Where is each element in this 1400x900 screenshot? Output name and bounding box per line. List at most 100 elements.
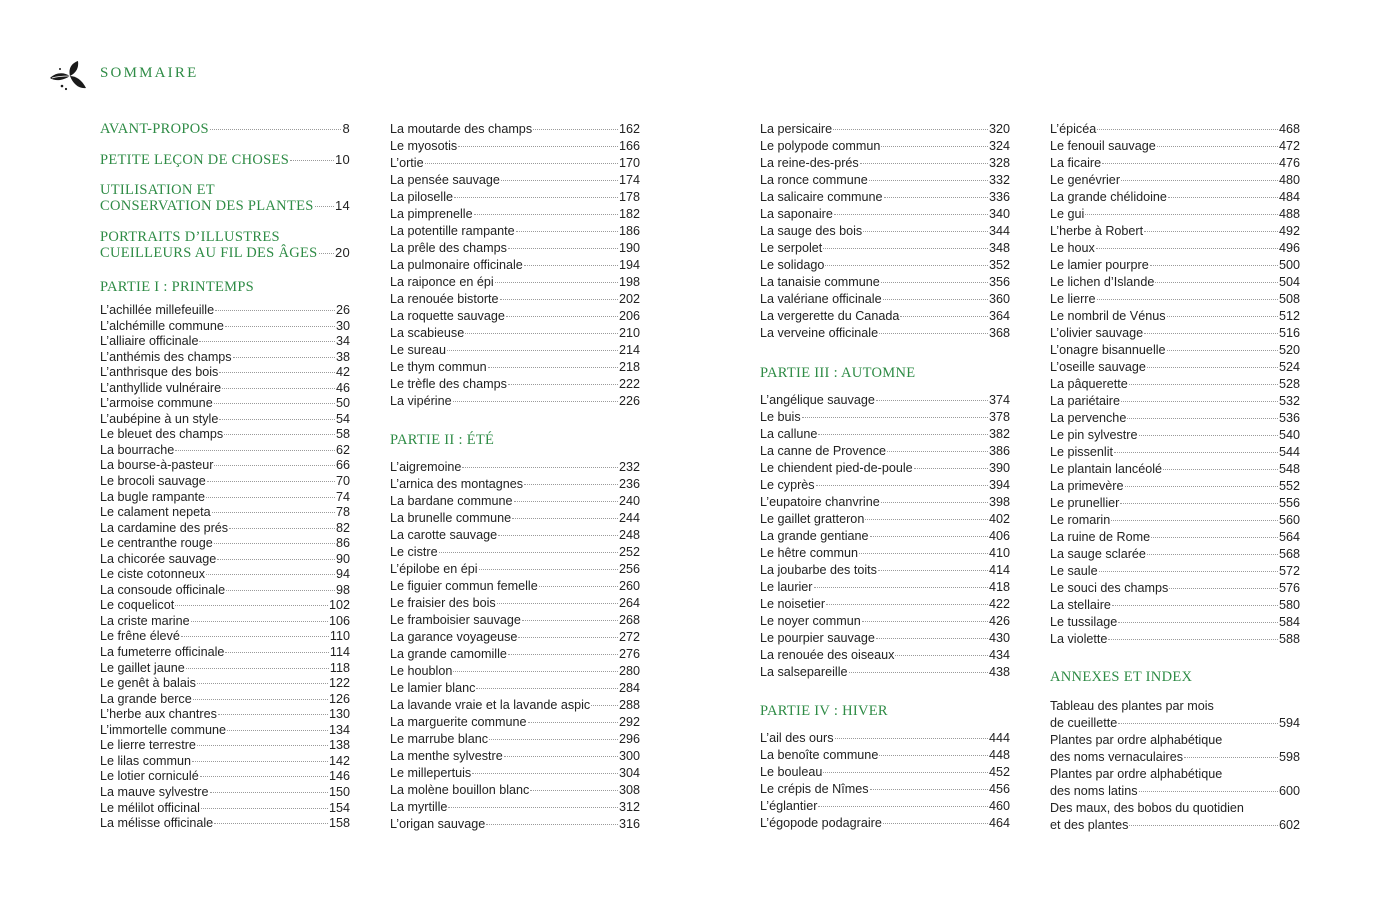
toc-entry[interactable]: L’immortelle commune 134 (100, 723, 350, 739)
toc-entry[interactable]: Le pin sylvestre 540 (1050, 427, 1300, 444)
toc-entry[interactable]: La ficaire 476 (1050, 155, 1300, 172)
toc-entry[interactable]: La pâquerette 528 (1050, 376, 1300, 393)
toc-entry[interactable]: La prêle des champs 190 (390, 240, 640, 257)
toc-entry[interactable]: L’aigremoine 232 (390, 459, 640, 476)
toc-entry[interactable]: La vipérine 226 (390, 393, 640, 410)
toc-entry[interactable]: Le marrube blanc 296 (390, 731, 640, 748)
toc-entry[interactable]: L’oseille sauvage 524 (1050, 359, 1300, 376)
toc-entry[interactable]: Le sureau 214 (390, 342, 640, 359)
toc-entry[interactable]: La piloselle 178 (390, 189, 640, 206)
toc-entry[interactable]: L’origan sauvage 316 (390, 816, 640, 833)
toc-entry[interactable]: Le calament nepeta 78 (100, 505, 350, 521)
toc-entry[interactable]: L’alchémille commune 30 (100, 319, 350, 335)
toc-entry[interactable]: La salicaire commune 336 (760, 189, 1010, 206)
toc-entry[interactable]: L’olivier sauvage 516 (1050, 325, 1300, 342)
toc-entry[interactable]: La pimprenelle 182 (390, 206, 640, 223)
toc-entry[interactable]: AVANT-PROPOS 8 (100, 121, 350, 137)
toc-entry[interactable]: Le lierre 508 (1050, 291, 1300, 308)
toc-entry[interactable]: La bourrache 62 (100, 443, 350, 459)
toc-entry[interactable]: Le coquelicot 102 (100, 598, 350, 614)
toc-entry[interactable]: Le tussilage 584 (1050, 614, 1300, 631)
toc-entry[interactable]: Le fraisier des bois 264 (390, 595, 640, 612)
toc-entry[interactable]: La mauve sylvestre 150 (100, 785, 350, 801)
toc-entry[interactable]: L’angélique sauvage 374 (760, 392, 1010, 409)
toc-entry[interactable]: Plantes par ordre alphabétique des noms l… (1050, 766, 1300, 800)
toc-entry[interactable]: La mélisse officinale 158 (100, 816, 350, 832)
toc-entry[interactable]: Le brocoli sauvage 70 (100, 474, 350, 490)
toc-entry[interactable]: La bardane commune 240 (390, 493, 640, 510)
toc-entry[interactable]: PETITE LEÇON DE CHOSES 10 (100, 152, 350, 168)
toc-entry[interactable]: La marguerite commune 292 (390, 714, 640, 731)
toc-entry[interactable]: Le gaillet gratteron 402 (760, 511, 1010, 528)
toc-entry[interactable]: L’onagre bisannuelle 520 (1050, 342, 1300, 359)
toc-entry[interactable]: Le cyprès 394 (760, 477, 1010, 494)
toc-entry[interactable]: Le genêt à balais 122 (100, 676, 350, 692)
toc-entry[interactable]: La bugle rampante 74 (100, 490, 350, 506)
toc-entry[interactable]: Le figuier commun femelle 260 (390, 578, 640, 595)
toc-entry[interactable]: Le buis 378 (760, 409, 1010, 426)
toc-entry[interactable]: La brunelle commune 244 (390, 510, 640, 527)
toc-entry[interactable]: Le genévrier 480 (1050, 172, 1300, 189)
toc-entry[interactable]: La reine-des-prés 328 (760, 155, 1010, 172)
toc-entry[interactable]: L’arnica des montagnes 236 (390, 476, 640, 493)
toc-entry[interactable]: La carotte sauvage 248 (390, 527, 640, 544)
toc-entry[interactable]: La saponaire 340 (760, 206, 1010, 223)
toc-entry[interactable]: Des maux, des bobos du quotidien et des p… (1050, 800, 1300, 834)
toc-entry[interactable]: La garance voyageuse 272 (390, 629, 640, 646)
toc-entry[interactable]: Le lamier pourpre 500 (1050, 257, 1300, 274)
toc-entry[interactable]: Le prunellier 556 (1050, 495, 1300, 512)
toc-entry[interactable]: L’alliaire officinale 34 (100, 334, 350, 350)
toc-entry[interactable]: La joubarbe des toits 414 (760, 562, 1010, 579)
toc-entry[interactable]: Le souci des champs 576 (1050, 580, 1300, 597)
toc-entry[interactable]: La grande camomille 276 (390, 646, 640, 663)
toc-entry[interactable]: La scabieuse 210 (390, 325, 640, 342)
toc-entry[interactable]: La raiponce en épi 198 (390, 274, 640, 291)
toc-entry[interactable]: Le lotier corniculé 146 (100, 769, 350, 785)
toc-entry[interactable]: La ronce commune 332 (760, 172, 1010, 189)
toc-entry[interactable]: Le cistre 252 (390, 544, 640, 561)
toc-entry[interactable]: Le bleuet des champs 58 (100, 427, 350, 443)
toc-entry[interactable]: Le pourpier sauvage 430 (760, 630, 1010, 647)
toc-entry[interactable]: L’anthrisque des bois 42 (100, 365, 350, 381)
toc-entry[interactable]: La molène bouillon blanc 308 (390, 782, 640, 799)
toc-entry[interactable]: Le frêne élevé 110 (100, 629, 350, 645)
toc-entry[interactable]: La primevère 552 (1050, 478, 1300, 495)
toc-entry[interactable]: Le thym commun 218 (390, 359, 640, 376)
toc-entry[interactable]: La criste marine 106 (100, 614, 350, 630)
toc-entry[interactable]: L’eupatoire chanvrine 398 (760, 494, 1010, 511)
toc-entry[interactable]: La chicorée sauvage 90 (100, 552, 350, 568)
toc-entry[interactable]: Le hêtre commun 410 (760, 545, 1010, 562)
toc-entry[interactable]: Le lamier blanc 284 (390, 680, 640, 697)
toc-entry[interactable]: La pariétaire 532 (1050, 393, 1300, 410)
toc-entry[interactable]: UTILISATION ET CONSERVATION DES PLANTES 14 (100, 182, 350, 214)
toc-entry[interactable]: Le noyer commun 426 (760, 613, 1010, 630)
toc-entry[interactable]: La potentille rampante 186 (390, 223, 640, 240)
toc-entry[interactable]: La myrtille 312 (390, 799, 640, 816)
toc-entry[interactable]: Le saule 572 (1050, 563, 1300, 580)
toc-entry[interactable]: Le romarin 560 (1050, 512, 1300, 529)
toc-entry[interactable]: L’épicéa 468 (1050, 121, 1300, 138)
toc-entry[interactable]: La renouée bistorte 202 (390, 291, 640, 308)
toc-entry[interactable]: L’herbe à Robert 492 (1050, 223, 1300, 240)
toc-entry[interactable]: Le nombril de Vénus 512 (1050, 308, 1300, 325)
toc-entry[interactable]: La sauge des bois 344 (760, 223, 1010, 240)
toc-entry[interactable]: Le laurier 418 (760, 579, 1010, 596)
toc-entry[interactable]: La pensée sauvage 174 (390, 172, 640, 189)
toc-entry[interactable]: Le trèfle des champs 222 (390, 376, 640, 393)
toc-entry[interactable]: La persicaire 320 (760, 121, 1010, 138)
toc-entry[interactable]: Le lichen d’Islande 504 (1050, 274, 1300, 291)
toc-entry[interactable]: Le plantain lancéolé 548 (1050, 461, 1300, 478)
toc-entry[interactable]: L’anthyllide vulnéraire 46 (100, 381, 350, 397)
toc-entry[interactable]: La pervenche 536 (1050, 410, 1300, 427)
toc-entry[interactable]: L’épilobe en épi 256 (390, 561, 640, 578)
toc-entry[interactable]: Le myosotis 166 (390, 138, 640, 155)
toc-entry[interactable]: La stellaire 580 (1050, 597, 1300, 614)
toc-entry[interactable]: Le solidago 352 (760, 257, 1010, 274)
toc-entry[interactable]: Le framboisier sauvage 268 (390, 612, 640, 629)
toc-entry[interactable]: Le crépis de Nîmes 456 (760, 781, 1010, 798)
toc-entry[interactable]: Le fenouil sauvage 472 (1050, 138, 1300, 155)
toc-entry[interactable]: La violette 588 (1050, 631, 1300, 648)
toc-entry[interactable]: La menthe sylvestre 300 (390, 748, 640, 765)
toc-entry[interactable]: Le noisetier 422 (760, 596, 1010, 613)
toc-entry[interactable]: La grande gentiane 406 (760, 528, 1010, 545)
